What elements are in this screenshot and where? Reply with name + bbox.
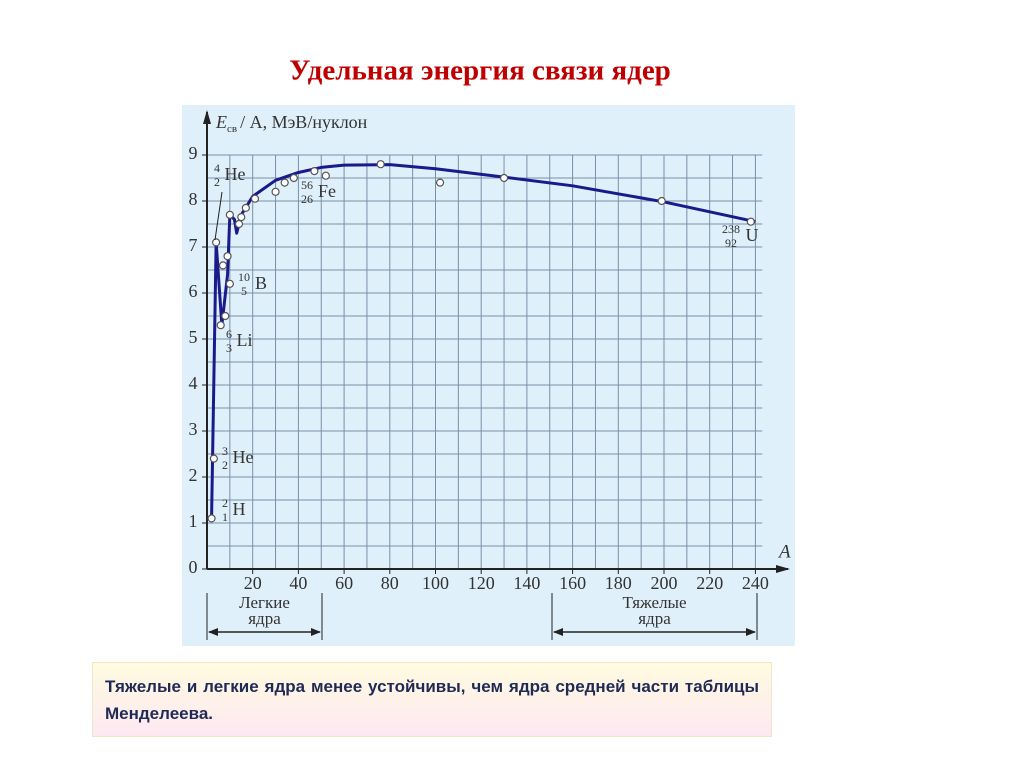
isotope-symbol: Li bbox=[237, 330, 253, 350]
data-point bbox=[289, 173, 298, 183]
arrow-head bbox=[553, 628, 563, 636]
isotope-mass: 6 bbox=[226, 327, 232, 341]
region-label: Тяжелые bbox=[622, 593, 686, 612]
x-tick-label: 200 bbox=[651, 573, 678, 593]
data-point bbox=[209, 454, 218, 463]
region-label: Легкие bbox=[239, 593, 290, 612]
data-point bbox=[237, 213, 246, 222]
data-point bbox=[212, 238, 221, 247]
y-tick-label: 0 bbox=[189, 557, 198, 577]
data-point bbox=[657, 196, 666, 206]
isotope-z: 3 bbox=[226, 341, 232, 355]
isotope-mass: 3 bbox=[222, 444, 228, 458]
y-tick-label: 2 bbox=[189, 465, 198, 485]
x-axis-label: A bbox=[777, 541, 791, 562]
data-point bbox=[234, 219, 244, 229]
note: Тяжелые и легкие ядра менее устойчивы, ч… bbox=[92, 662, 772, 737]
isotope-symbol: U bbox=[746, 225, 759, 245]
data-point bbox=[225, 279, 234, 288]
x-tick-label: 100 bbox=[422, 573, 449, 593]
data-point bbox=[223, 252, 232, 261]
isotope-z: 1 bbox=[222, 510, 228, 524]
y-tick-label: 5 bbox=[189, 327, 198, 347]
y-tick-label: 6 bbox=[189, 281, 198, 301]
isotope-symbol: B bbox=[255, 273, 267, 293]
region-label: ядра bbox=[638, 609, 671, 628]
isotope-symbol: H bbox=[233, 499, 246, 519]
isotope-symbol: Fe bbox=[318, 181, 336, 201]
isotope-z: 5 bbox=[241, 284, 247, 298]
data-point bbox=[218, 261, 228, 270]
x-tick-label: 20 bbox=[244, 573, 262, 593]
chart: Удельная энергия связи ядер 012345678920… bbox=[182, 55, 795, 646]
y-label-subscript: св bbox=[227, 123, 237, 135]
data-point bbox=[321, 171, 330, 180]
data-point bbox=[280, 178, 289, 187]
isotope-z: 92 bbox=[725, 236, 737, 250]
isotope-z: 2 bbox=[214, 175, 220, 189]
x-tick-label: 80 bbox=[381, 573, 399, 593]
x-tick-label: 60 bbox=[335, 573, 353, 593]
data-point bbox=[499, 173, 509, 183]
region-label: ядра bbox=[248, 609, 281, 628]
x-tick-label: 220 bbox=[696, 573, 723, 593]
data-point bbox=[250, 194, 260, 203]
isotope-mass: 56 bbox=[301, 178, 313, 192]
arrow-head bbox=[746, 628, 756, 636]
y-label-rest: / A, МэВ/нуклон bbox=[240, 112, 368, 132]
y-axis-label: Eсв / A, МэВ/нуклон bbox=[215, 112, 368, 134]
y-tick-label: 9 bbox=[189, 143, 198, 163]
y-axis-arrow bbox=[203, 110, 211, 124]
y-tick-label: 3 bbox=[189, 419, 198, 439]
isotope-mass: 10 bbox=[238, 270, 250, 284]
isotope-symbol: He bbox=[233, 447, 254, 467]
y-tick-label: 1 bbox=[189, 511, 198, 531]
isotope-mass: 238 bbox=[722, 222, 740, 236]
data-point bbox=[271, 187, 280, 196]
y-label-symbol: E bbox=[215, 112, 227, 132]
x-axis-arrow bbox=[776, 565, 790, 573]
x-tick-label: 180 bbox=[605, 573, 632, 593]
data-point bbox=[746, 217, 755, 226]
isotope-mass: 4 bbox=[214, 161, 220, 175]
data-point bbox=[216, 321, 225, 330]
chart-title: Удельная энергия связи ядер bbox=[289, 55, 671, 87]
y-tick-label: 7 bbox=[189, 235, 198, 255]
isotope-z: 26 bbox=[301, 192, 313, 206]
data-point bbox=[207, 514, 216, 523]
arrow-head bbox=[311, 628, 321, 636]
isotope-z: 2 bbox=[222, 458, 228, 472]
data-point bbox=[435, 178, 445, 187]
x-tick-label: 140 bbox=[513, 573, 540, 593]
chart-panel bbox=[182, 105, 795, 646]
arrow-head bbox=[208, 628, 218, 636]
data-point bbox=[221, 311, 230, 321]
data-point bbox=[241, 203, 250, 212]
y-tick-label: 8 bbox=[189, 189, 198, 209]
x-tick-label: 40 bbox=[289, 573, 307, 593]
isotope-mass: 2 bbox=[222, 496, 228, 510]
x-tick-label: 160 bbox=[559, 573, 586, 593]
data-point bbox=[310, 167, 319, 176]
label-leader bbox=[214, 191, 223, 241]
y-tick-label: 4 bbox=[189, 373, 198, 393]
x-tick-label: 120 bbox=[468, 573, 495, 593]
isotope-symbol: He bbox=[225, 164, 246, 184]
data-point bbox=[225, 210, 234, 219]
x-tick-label: 240 bbox=[742, 573, 769, 593]
data-point bbox=[376, 160, 385, 169]
